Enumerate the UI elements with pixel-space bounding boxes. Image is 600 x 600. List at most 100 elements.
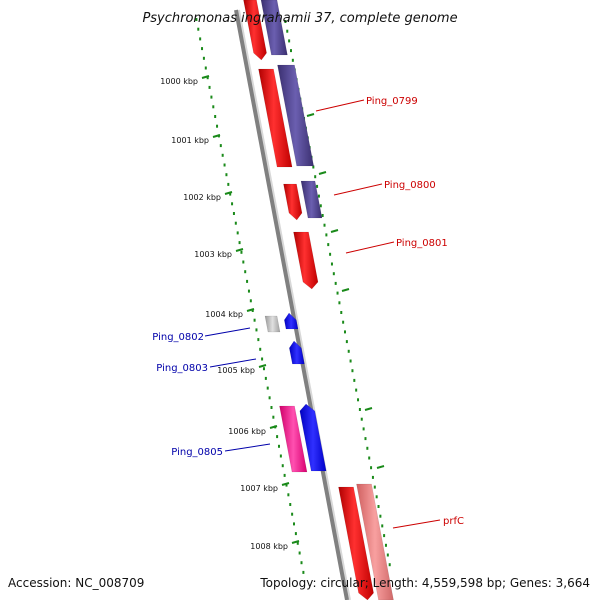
outer-track-dot	[349, 359, 352, 363]
ruler-dot	[195, 18, 198, 21]
outer-track-dot	[325, 233, 328, 237]
outer-track-dot	[316, 184, 319, 188]
ruler-dot	[219, 144, 222, 148]
outer-track-dot	[334, 281, 337, 285]
outer-track-dot	[371, 475, 374, 479]
ruler-dot	[270, 406, 273, 409]
ruler-dot	[204, 66, 207, 70]
ruler-dot	[296, 541, 299, 545]
ruler-dot	[264, 376, 267, 380]
gene-leader-line	[392, 519, 441, 529]
ruler-dot	[232, 212, 235, 215]
ruler-label: 1000 kbp	[160, 77, 198, 86]
gene-label: prfC	[443, 516, 464, 527]
ruler-labels: 1000 kbp 1001 kbp 1002 kbp 1003 kbp 1004 kbp…	[160, 75, 300, 551]
gene-arrow	[356, 483, 394, 600]
ruler-dot	[206, 76, 209, 80]
gene-arrow	[260, 0, 288, 56]
outer-track-dot	[373, 485, 376, 489]
ruler-dot	[302, 570, 305, 574]
outer-track-dot	[358, 408, 361, 411]
ruler-major-tick	[235, 248, 244, 252]
gene-label: Ping_0801	[396, 238, 448, 249]
ruler-major-tick	[258, 364, 267, 368]
ruler-label: 1003 kbp	[194, 250, 232, 259]
gene-arrow	[293, 231, 319, 290]
ruler-label: 1002 kbp	[183, 193, 221, 202]
outer-track-dot	[362, 427, 365, 431]
gene-arrow	[289, 340, 305, 365]
outer-track-dot	[332, 272, 335, 276]
outer-track-dot	[321, 214, 324, 217]
gene-arrow	[277, 64, 315, 167]
outer-track-dot	[312, 165, 315, 169]
ruler-dot	[214, 115, 217, 118]
ruler-dot	[276, 435, 279, 439]
ruler-dot	[221, 153, 224, 157]
outer-track-dot	[340, 311, 343, 314]
gene-leader-line	[224, 443, 271, 452]
outer-track-dot	[343, 330, 346, 334]
ruler-dot	[251, 309, 254, 312]
outer-track-tick	[318, 171, 327, 175]
ruler-dot	[244, 270, 247, 274]
ruler-dot	[291, 512, 294, 516]
ruler-dot	[277, 444, 280, 448]
ruler-major-tick	[269, 425, 278, 429]
ruler-dot	[283, 473, 286, 477]
outer-track-dot	[381, 524, 384, 528]
gene-arrow	[264, 315, 281, 333]
ruler-dot	[249, 299, 252, 303]
backbone	[234, 9, 349, 600]
outer-track-dot	[375, 495, 378, 499]
outer-track-dot	[323, 223, 326, 227]
gene-arrow	[284, 312, 299, 330]
outer-track-dot	[377, 505, 380, 508]
gene-leader-line	[333, 183, 383, 196]
ruler-dot	[268, 396, 271, 400]
gene-arrow	[338, 486, 374, 600]
outer-track-tick	[330, 229, 339, 233]
outer-track-dot	[388, 563, 391, 567]
ruler-major-tick	[212, 134, 221, 138]
ruler-dot	[240, 250, 243, 254]
ruler-dot	[197, 27, 200, 31]
ruler-dot	[279, 454, 282, 458]
outer-track-dot	[327, 243, 330, 247]
ruler-dot	[231, 202, 234, 206]
ruler-major-tick	[291, 540, 300, 544]
ruler-dot	[255, 328, 258, 332]
outer-track-dot	[342, 320, 345, 324]
ruler-dot	[208, 85, 211, 89]
ruler-dot	[225, 173, 228, 177]
ruler-dot	[287, 493, 290, 497]
ruler-dot	[199, 37, 202, 41]
map-title: Psychromonas ingrahamii 37, complete gen…	[142, 11, 457, 26]
ruler-dot	[201, 47, 204, 51]
ruler-label: 1007 kbp	[240, 484, 278, 493]
outer-track-dot	[368, 456, 371, 460]
backbone-shadow	[237, 9, 351, 600]
ruler-dot	[257, 338, 260, 342]
ruler-major-tick	[224, 191, 233, 195]
gene-leader-line	[315, 99, 365, 112]
gene-arrow	[300, 180, 323, 219]
outer-track-dot	[314, 175, 317, 179]
outer-track-dot	[364, 437, 367, 441]
gene-leader-line	[209, 358, 257, 368]
gene-leader-line	[345, 241, 395, 254]
gene-features	[243, 0, 394, 600]
outer-track-dot	[379, 514, 382, 518]
gene-arrow	[279, 405, 308, 473]
outer-track-dot	[370, 466, 373, 470]
outer-track-dot	[291, 58, 294, 62]
ruler-dot	[285, 483, 288, 487]
outer-track-dot	[288, 39, 291, 43]
outer-track-dot	[336, 291, 339, 295]
gene-label: Ping_0799	[366, 96, 418, 107]
ruler-dot	[246, 279, 249, 283]
ruler-dot	[293, 522, 296, 526]
ruler-dot	[242, 260, 245, 264]
ruler-label: 1004 kbp	[205, 310, 243, 319]
